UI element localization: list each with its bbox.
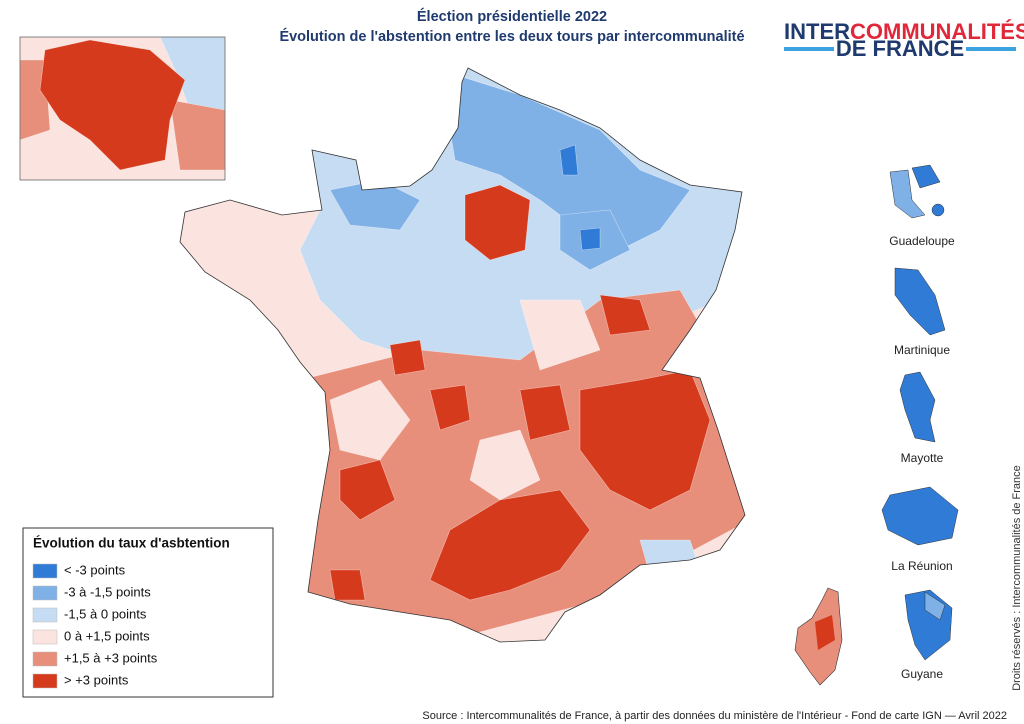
legend-label: +1,5 à +3 points — [64, 650, 158, 665]
overseas-label: Guyane — [901, 667, 943, 681]
legend-label: -3 à -1,5 points — [64, 584, 151, 599]
logo-bar — [784, 47, 834, 51]
legend-swatch — [32, 651, 58, 667]
logo: INTERCOMMUNALITÉS DE FRANCE — [784, 19, 1024, 61]
overseas-label: Mayotte — [901, 451, 944, 465]
subtitle: Évolution de l'abstention entre les deux… — [279, 28, 744, 45]
map-inset — [20, 37, 225, 180]
overseas-label: Guadeloupe — [889, 234, 955, 248]
inset-frame — [19, 36, 226, 181]
legend-swatch — [32, 585, 58, 601]
source: Source : Intercommunalités de France, à … — [422, 710, 1007, 722]
legend-swatch — [32, 673, 58, 689]
map-corsica-area — [815, 615, 835, 650]
legend-title: Évolution du taux d'asbtention — [33, 536, 230, 551]
legend-swatch — [32, 629, 58, 645]
overseas-shapes — [881, 164, 959, 661]
map-outline — [179, 67, 746, 643]
logo-text: INTERCOMMUNALITÉS — [784, 19, 1024, 44]
legend-swatch — [32, 563, 58, 579]
logo-bar — [966, 47, 1016, 51]
overseas-label: La Réunion — [891, 559, 952, 573]
legend-label: -1,5 à 0 points — [64, 606, 147, 621]
title: Élection présidentielle 2022 — [417, 8, 607, 25]
legend-label: 0 à +1,5 points — [64, 628, 150, 643]
legend-label: < -3 points — [64, 562, 126, 577]
rights: Droits réservés : Intercommunalités de F… — [1011, 465, 1023, 691]
overseas-label: Martinique — [894, 343, 950, 357]
legend-label: > +3 points — [64, 672, 129, 687]
legend-swatch — [32, 607, 58, 623]
logo-text: DE FRANCE — [836, 36, 964, 61]
legend-box — [22, 527, 274, 698]
